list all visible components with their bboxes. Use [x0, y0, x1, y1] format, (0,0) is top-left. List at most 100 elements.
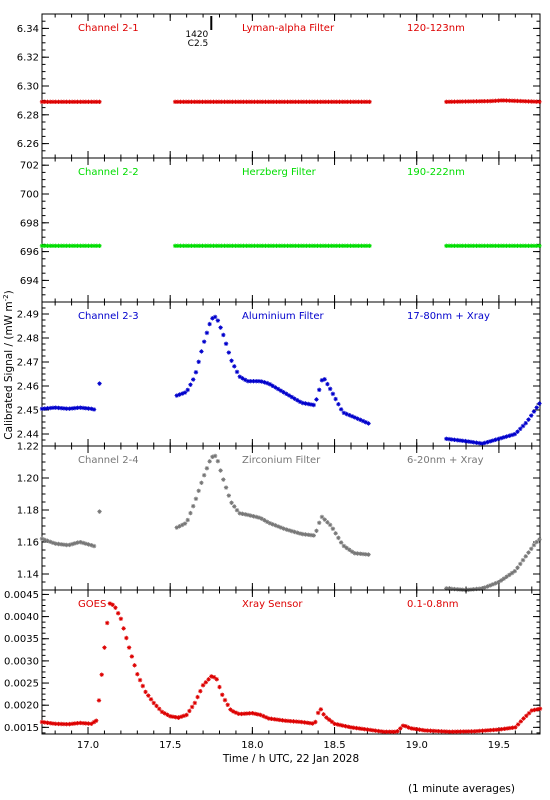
data-point [312, 243, 318, 249]
data-point [262, 380, 267, 385]
data-point [86, 243, 91, 249]
data-point [472, 729, 477, 734]
data-point [234, 508, 240, 513]
data-point [326, 243, 331, 249]
data-point [86, 99, 91, 105]
data-point [97, 99, 102, 105]
data-point [223, 341, 229, 346]
y-tick-label: 2.48 [17, 334, 39, 345]
data-point [474, 586, 479, 592]
data-point [327, 386, 333, 392]
data-point [271, 99, 276, 105]
data-point [347, 547, 352, 552]
data-point [210, 454, 215, 460]
data-point [446, 586, 452, 591]
data-series-segment [39, 243, 102, 249]
data-point [197, 99, 202, 105]
data-point [53, 721, 58, 727]
data-point [304, 720, 310, 725]
data-point [263, 715, 269, 720]
data-point [78, 243, 83, 249]
data-point [267, 382, 273, 387]
data-point [189, 704, 195, 710]
data-point [307, 243, 312, 249]
data-point [488, 727, 493, 733]
y-tick-label: 1.16 [17, 538, 39, 549]
band-label: 6-20nm + Xray [407, 455, 484, 466]
data-point [201, 473, 207, 478]
data-point [290, 99, 296, 105]
data-point [341, 410, 347, 416]
y-tick-label: 0.0035 [4, 634, 39, 645]
data-point [177, 524, 182, 529]
data-point [526, 99, 531, 104]
data-point [529, 99, 534, 104]
data-point [518, 243, 523, 249]
data-point [39, 719, 45, 725]
data-point [124, 635, 129, 641]
data-point [157, 706, 162, 712]
data-point [237, 511, 242, 516]
data-point [367, 243, 372, 249]
x-tick-label: 19.0 [406, 740, 428, 751]
data-point [89, 406, 94, 411]
data-point [56, 243, 61, 249]
panel-frame [41, 157, 541, 303]
data-point [348, 725, 354, 730]
data-point [42, 243, 47, 249]
data-point [356, 99, 361, 105]
data-point [337, 722, 343, 728]
data-point [72, 99, 78, 105]
data-point [466, 99, 471, 104]
data-point [197, 243, 202, 249]
data-point [357, 726, 362, 731]
data-point [196, 359, 201, 365]
data-point [460, 438, 465, 443]
y-tick-label: 1.22 [17, 442, 39, 453]
data-point [274, 99, 279, 105]
data-point [482, 585, 487, 590]
data-point [80, 720, 86, 726]
data-point [355, 551, 360, 556]
data-point [61, 406, 67, 411]
data-point [313, 719, 318, 725]
data-point [457, 243, 463, 249]
data-point [302, 720, 307, 725]
data-series-segment [444, 243, 542, 249]
data-point [358, 417, 363, 423]
y-tick-label: 6.34 [17, 24, 39, 35]
data-point [270, 383, 275, 389]
data-point [243, 377, 248, 383]
data-point [235, 243, 241, 249]
data-point [78, 405, 83, 410]
data-point [274, 717, 280, 722]
data-point [140, 683, 146, 689]
y-axis-label-end: ) [3, 290, 15, 294]
data-point [311, 402, 316, 408]
data-point [132, 663, 137, 668]
data-point [53, 99, 58, 105]
data-point [498, 243, 504, 249]
data-point [281, 390, 286, 395]
data-point [348, 243, 353, 249]
data-point [520, 423, 526, 429]
data-point [228, 707, 233, 712]
data-point [274, 243, 279, 249]
data-point [180, 522, 185, 528]
data-point [395, 729, 400, 734]
data-point [39, 243, 45, 249]
data-point [172, 99, 178, 105]
data-point [439, 729, 444, 734]
data-point [69, 721, 75, 727]
data-point [251, 379, 256, 384]
data-point [487, 583, 493, 588]
data-point [515, 722, 521, 727]
flare-time-label: 1420 [185, 30, 208, 40]
data-point [69, 99, 75, 105]
data-point [344, 545, 349, 551]
data-point [353, 243, 359, 249]
data-point [479, 441, 485, 446]
data-point [307, 720, 313, 726]
data-point [303, 532, 308, 537]
data-point [50, 721, 56, 726]
